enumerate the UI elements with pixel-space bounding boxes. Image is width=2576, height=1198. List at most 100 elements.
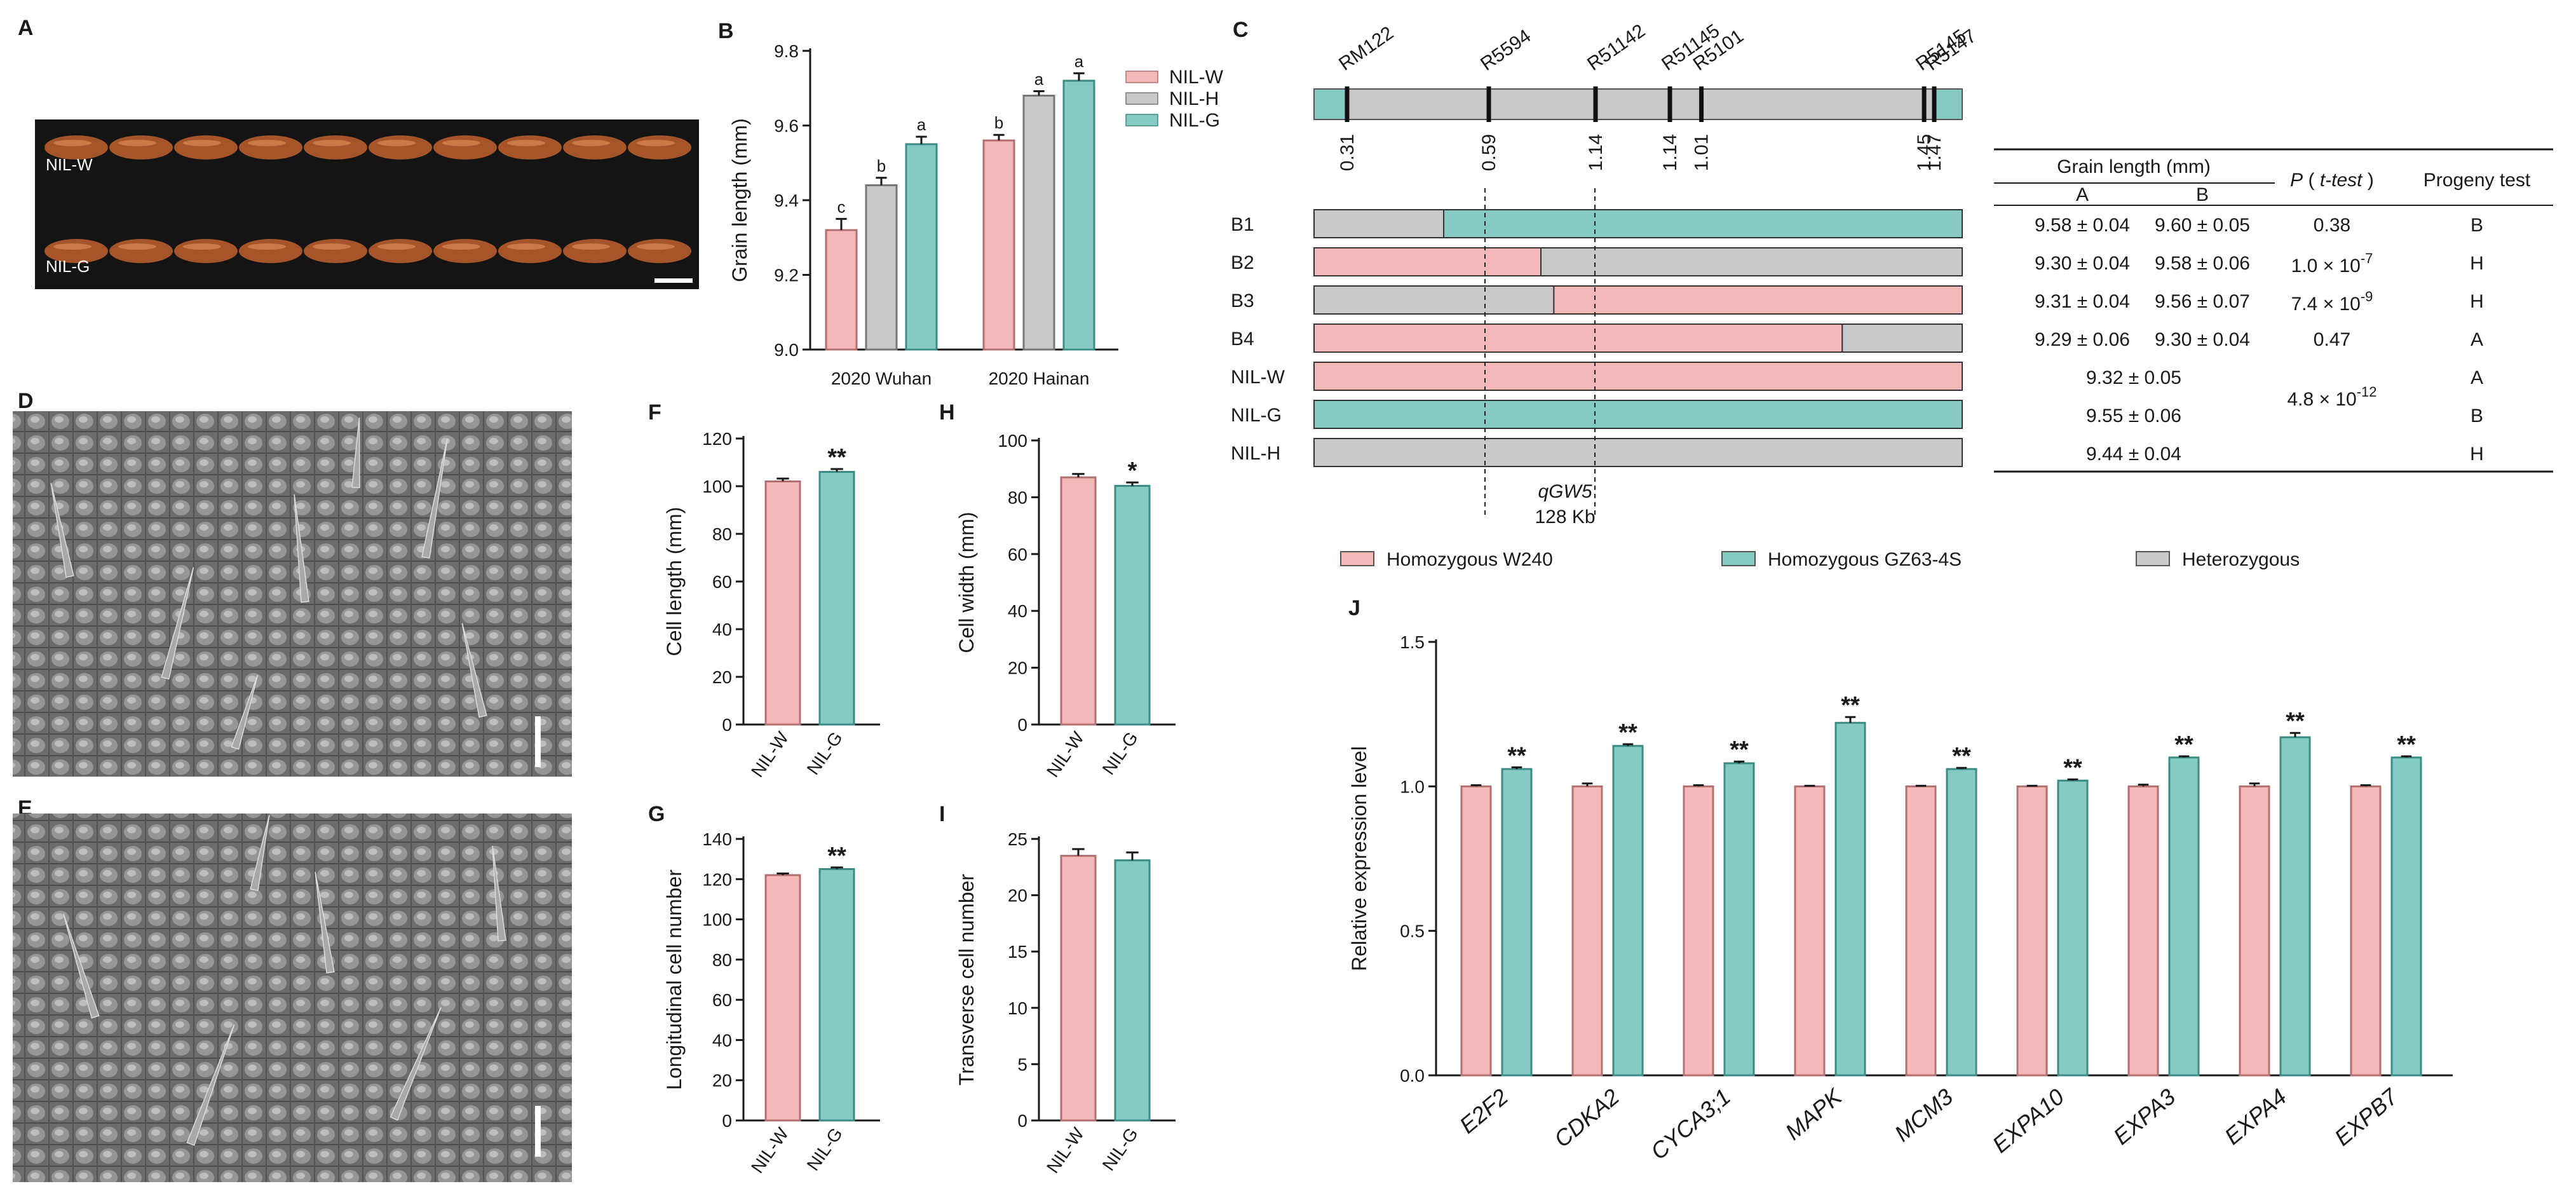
genotype-segment	[1553, 285, 1963, 315]
significance-letter: b	[877, 156, 886, 175]
grain	[109, 135, 173, 160]
bar	[1022, 95, 1055, 351]
y-axis-title: Cell width (mm)	[955, 512, 978, 653]
grain	[433, 239, 497, 263]
grain	[109, 239, 173, 263]
x-category-label: NIL-W	[747, 1124, 792, 1176]
legend-b-swatch-nil-h	[1125, 92, 1158, 105]
grain-highlight	[507, 140, 545, 146]
progeny-test: A	[2471, 367, 2483, 388]
sem-hair	[63, 913, 100, 1019]
genotype-segment	[1313, 323, 1843, 353]
marker-name: R5594	[1477, 25, 1535, 75]
gene-label: E2F2	[1454, 1084, 1513, 1139]
p-close-paren: )	[2368, 170, 2374, 191]
panel-a-photo: NIL-W NIL-G	[35, 119, 699, 289]
grain-highlight	[118, 243, 156, 250]
significance-marker: **	[2397, 732, 2416, 758]
sem-hair	[492, 845, 506, 942]
grain	[628, 135, 691, 160]
x-category-label: NIL-W	[1043, 728, 1088, 780]
y-axis-title: Longitudinal cell number	[663, 869, 686, 1090]
bar	[1060, 855, 1097, 1122]
grain	[628, 239, 691, 263]
marker-position: 0.31	[1337, 134, 1358, 171]
grain	[174, 239, 238, 263]
bar	[1460, 785, 1492, 1077]
bar	[1571, 785, 1603, 1077]
x-category-label: 2020 Wuhan	[831, 369, 932, 388]
bar	[2057, 779, 2089, 1077]
grain-length-a: 9.31 ± 0.04	[2035, 291, 2130, 312]
genotype-segment	[1313, 247, 1542, 276]
bar	[1612, 745, 1644, 1077]
grain-length-b: 9.60 ± 0.05	[2155, 215, 2250, 236]
y-tick-label: 9.0	[774, 340, 799, 360]
photo-label-nil-g: NIL-G	[46, 257, 90, 276]
grain-highlight	[313, 243, 351, 250]
bar	[1062, 79, 1095, 351]
genotype-segment	[1313, 285, 1555, 315]
panel-d-sem	[13, 411, 572, 777]
row-label: NIL-G	[1231, 405, 1282, 426]
chromosome-bar	[1313, 88, 1963, 120]
panel-e-sem	[13, 813, 572, 1182]
bar	[1114, 485, 1151, 726]
significance-letter: b	[994, 113, 1003, 132]
chart-h-cell-width: 0 20 40 60 80 100 Cell width (mm) NIL-W * NIL-G	[955, 431, 1176, 780]
bar	[818, 471, 855, 726]
y-tick-label: 40	[712, 1030, 732, 1050]
table-header-progeny: Progeny test	[2423, 170, 2531, 191]
marker-position: 0.59	[1479, 134, 1500, 171]
y-tick-label: 1.0	[1400, 777, 1425, 796]
grain-highlight	[183, 140, 221, 146]
significance-letter: a	[1074, 51, 1084, 71]
y-tick-label: 60	[712, 572, 732, 592]
chart-j-relative-expression: 0.0 0.5 1.0 1.5 Relative expression level ** E…	[1348, 632, 2453, 1165]
bar	[818, 868, 855, 1122]
grain	[239, 135, 302, 160]
bar	[1946, 768, 1977, 1077]
bar	[764, 874, 801, 1122]
panel-letter-b: B	[718, 19, 734, 43]
sem-hair	[421, 438, 448, 559]
grain-highlight	[118, 140, 156, 146]
panel-letter-g: G	[648, 802, 665, 826]
grain-highlight	[377, 140, 416, 146]
gene-label: CDKA2	[1549, 1084, 1624, 1153]
p-test-label: t-test	[2320, 170, 2363, 191]
y-tick-label: 25	[1008, 829, 1027, 849]
genotype-segment	[1313, 438, 1963, 467]
significance-marker: **	[1507, 742, 1526, 769]
y-tick-label: 0	[1017, 715, 1027, 735]
y-tick-label: 20	[1008, 658, 1027, 678]
x-category-label: 2020 Hainan	[989, 369, 1090, 388]
grain-highlight	[637, 243, 675, 250]
grain-highlight	[442, 140, 480, 146]
y-tick-label: 40	[1008, 601, 1027, 621]
sem-hairs-e	[63, 815, 506, 1147]
grain-row-nil-w	[44, 135, 691, 160]
y-axis-title: Cell length (mm)	[663, 507, 686, 657]
panel-c-fine-mapping: RM1220.31R55940.59R51011.01R511421.14R51…	[1231, 20, 2553, 570]
y-tick-label: 80	[712, 950, 732, 970]
p-value-exponent: -7	[2361, 250, 2373, 266]
grain-length-b: 9.58 ± 0.06	[2155, 253, 2250, 274]
grain	[369, 135, 432, 160]
grain-length-a: 9.58 ± 0.04	[2035, 215, 2130, 236]
significance-marker: **	[827, 843, 846, 869]
y-tick-label: 0	[722, 715, 732, 735]
y-tick-label: 100	[702, 910, 732, 930]
grain-length-value: 9.55 ± 0.06	[2086, 405, 2181, 426]
p-label: P	[2290, 170, 2303, 191]
y-tick-label: 9.6	[774, 116, 799, 136]
qgw5-size: 128 Kb	[1535, 507, 1595, 528]
chromosome-right-end	[1934, 88, 1963, 120]
y-tick-label: 60	[1008, 545, 1027, 564]
significance-marker: *	[1128, 458, 1137, 484]
row-label: B4	[1231, 329, 1254, 350]
sem-image-nil-g	[13, 813, 572, 1182]
p-value-base: 1.0 × 10	[2291, 255, 2361, 276]
marker-position: 1.14	[1585, 134, 1606, 171]
